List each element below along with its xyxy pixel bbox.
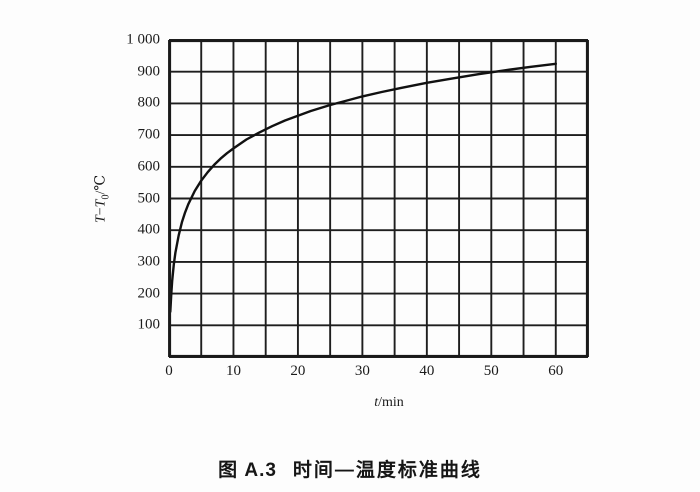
standard-curve [169,62,557,313]
y-axis-title: T−T0/℃ [93,174,112,224]
figure-caption-number: 图 A.3 [218,460,277,481]
chart-plot-area [168,39,589,358]
x-tick-label: 50 [483,363,499,379]
x-tick-label: 60 [548,363,564,379]
figure-caption: 图 A.3 时间—温度标准曲线 [0,455,700,482]
x-tick-label: 10 [225,363,241,379]
y-tick-label: 500 [137,190,161,206]
y-tick-label: 600 [137,158,161,175]
y-tick-label: 100 [137,316,161,333]
y-tick-label: 900 [137,63,161,80]
y-tick-label: 1 000 [126,31,160,48]
x-axis-title: t/min [374,395,404,410]
y-tick-label: 300 [137,253,161,270]
x-tick-label: 40 [419,363,435,379]
plot-border [168,39,589,358]
grid-lines [168,39,589,358]
y-tick-label: 400 [137,221,161,238]
x-tick-label: 0 [165,363,173,379]
y-tick-label: 800 [137,94,161,111]
y-tick-label: 200 [137,285,161,302]
x-tick-label: 30 [354,363,370,379]
y-tick-label: 700 [137,126,161,143]
figure-caption-text: 时间—温度标准曲线 [292,460,482,481]
x-tick-label: 20 [290,363,306,379]
